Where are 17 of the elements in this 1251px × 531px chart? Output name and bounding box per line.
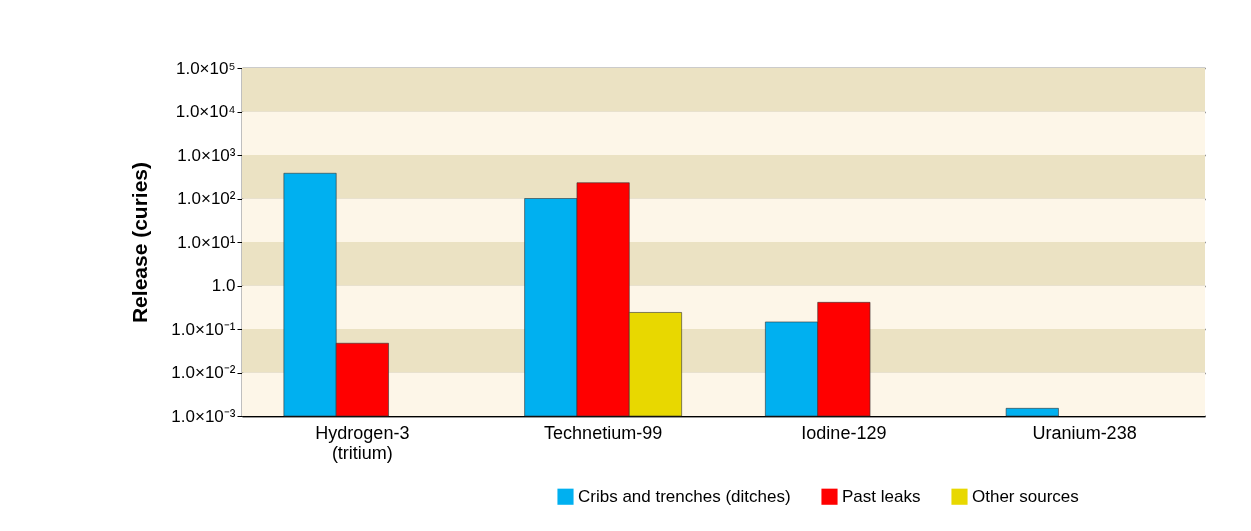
legend-label: Cribs and trenches (ditches) — [578, 486, 791, 506]
x-tick-label: Hydrogen-3 (tritium) — [315, 422, 410, 463]
y-tick-label: 1.0×10⁴ — [175, 102, 236, 121]
legend-label: Other sources — [972, 486, 1079, 506]
y-tick-label: 1.0×10³ — [177, 145, 236, 165]
x-tick-label: Uranium-238 — [1032, 422, 1137, 443]
y-tick-label: 1.0×10⁻³ — [171, 406, 236, 426]
x-tick-label: Iodine-129 — [801, 422, 887, 443]
y-tick-label: 1.0×10⁻¹ — [171, 319, 236, 339]
y-tick-label: 1.0 — [211, 276, 236, 295]
y-tick-label: 1.0×10¹ — [177, 232, 236, 252]
x-tick-label: Technetium-99 — [544, 422, 663, 443]
legend-label: Past leaks — [842, 486, 921, 506]
y-tick-label: 1.0×10² — [177, 189, 236, 208]
y-tick-label: 1.0×10⁵ — [175, 58, 236, 78]
y-tick-label: 1.0×10⁻² — [171, 363, 236, 382]
y-axis-title: Release (curies) — [128, 161, 152, 324]
